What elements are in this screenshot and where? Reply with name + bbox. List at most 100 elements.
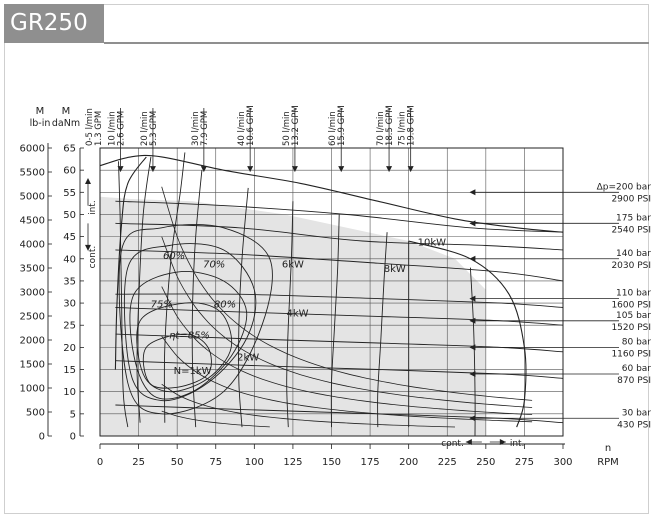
pressure-label-psi: 1160 PSI bbox=[611, 349, 651, 359]
y-tick-label-lbin: 3000 bbox=[20, 288, 45, 299]
y-tick-label-danm: 45 bbox=[63, 232, 76, 243]
y-tick-label-danm: 65 bbox=[63, 144, 76, 155]
y-tick-label-lbin: 3500 bbox=[20, 264, 45, 275]
power-label: 6kW bbox=[282, 260, 304, 271]
efficiency-contour bbox=[118, 224, 273, 415]
efficiency-contour bbox=[123, 243, 257, 402]
x-tick-label: 225 bbox=[438, 457, 457, 468]
efficiency-label: 75% bbox=[151, 300, 173, 311]
y-tick-label-danm: 40 bbox=[63, 254, 76, 265]
plot-border bbox=[99, 147, 564, 437]
power-label: 2kW bbox=[237, 353, 259, 364]
pressure-arrow bbox=[469, 255, 476, 262]
page-title: GR250 bbox=[4, 4, 104, 43]
power-curve bbox=[161, 383, 456, 428]
pressure-label-bar: 60 bar bbox=[622, 364, 652, 374]
flow-label-gpm: 2.6 GPM bbox=[117, 111, 127, 146]
efficiency-label: 60% bbox=[163, 251, 185, 262]
flow-label-lmin: 20 l/min bbox=[140, 111, 150, 146]
pressure-label-psi: 870 PSI bbox=[617, 376, 651, 386]
y-tick-label-lbin: 5500 bbox=[20, 168, 45, 179]
flow-label-lmin: 60 l/min bbox=[328, 111, 338, 146]
x-tick-label: 125 bbox=[283, 457, 302, 468]
grid bbox=[100, 147, 564, 436]
flow-curve bbox=[118, 161, 129, 428]
flow-curve bbox=[330, 214, 340, 428]
power-label: 8kW bbox=[384, 264, 406, 275]
y-tick-label-danm: 15 bbox=[63, 365, 76, 376]
pressure-curve bbox=[115, 293, 564, 308]
region-int-arrow bbox=[85, 178, 91, 185]
y-tick-label-lbin: 2000 bbox=[20, 336, 45, 347]
x-tick-label: 175 bbox=[361, 457, 380, 468]
power-curve bbox=[161, 286, 533, 415]
flow-label-lmin: 0-5 l/min bbox=[85, 108, 95, 146]
y-tick-label-danm: 35 bbox=[63, 276, 76, 287]
region-label-int-top: int. bbox=[88, 200, 98, 215]
axes bbox=[47, 143, 565, 449]
flow-curve bbox=[163, 152, 186, 423]
flow-label-lmin: 50 l/min bbox=[282, 111, 292, 146]
x-tick-label: 300 bbox=[553, 457, 572, 468]
power-curve bbox=[161, 186, 533, 401]
power-label: N=1kW bbox=[174, 366, 212, 377]
pressure-label-bar: 30 bar bbox=[622, 408, 652, 418]
x-tick-label: 100 bbox=[245, 457, 264, 468]
power-curve bbox=[161, 336, 533, 423]
x-tick-label: 200 bbox=[399, 457, 418, 468]
x-tick-label: 250 bbox=[476, 457, 495, 468]
labels: 0 25 50 75 100 125 150 175 200 225 250 275 300051015… bbox=[20, 105, 652, 468]
y-tick-label-danm: 55 bbox=[63, 188, 76, 199]
y-tick-label-danm: 25 bbox=[63, 321, 76, 332]
pressure-label-psi: 2030 PSI bbox=[611, 261, 651, 271]
region-cont-bottom-arrow bbox=[465, 439, 472, 445]
curves bbox=[85, 108, 619, 445]
flow-label-gpm: 10.6 GPM bbox=[246, 105, 256, 146]
flow-label-gpm: 7.9 GPM bbox=[200, 111, 210, 146]
flow-label-gpm: 5.3 GPM bbox=[149, 111, 159, 146]
x-tick-label: 0 bbox=[97, 457, 103, 468]
pressure-label-psi: 1520 PSI bbox=[611, 323, 651, 333]
flow-curve bbox=[286, 201, 294, 428]
envelope-right-curve bbox=[408, 240, 527, 428]
header-rule bbox=[104, 42, 649, 44]
flow-arrow bbox=[407, 166, 414, 173]
y-tick-label-lbin: 6000 bbox=[20, 144, 45, 155]
x-tick-label: 275 bbox=[515, 457, 534, 468]
pressure-arrow bbox=[469, 344, 476, 351]
pressure-label-bar: Δp=200 bar bbox=[597, 182, 652, 192]
pressure-label-bar: 80 bar bbox=[622, 337, 652, 347]
y-tick-label-lbin: 500 bbox=[26, 408, 45, 419]
pressure-label-bar: 110 bar bbox=[616, 289, 651, 299]
y-tick-label-lbin: 4500 bbox=[20, 216, 45, 227]
y-axis-title-danm: M bbox=[62, 106, 71, 117]
pressure-curve bbox=[115, 249, 564, 282]
y-axis-unit-lbin: lb-in bbox=[30, 118, 51, 129]
power-label: 4kW bbox=[287, 308, 309, 319]
power-curve bbox=[161, 236, 533, 408]
flow-label-gpm: 18.5 GPM bbox=[385, 105, 395, 146]
y-tick-label-lbin: 1000 bbox=[20, 384, 45, 395]
envelope-left-curve bbox=[114, 156, 147, 370]
region-label-cont-bottom: cont. bbox=[441, 439, 464, 449]
region-cont-arrow bbox=[85, 244, 91, 251]
pressure-arrow bbox=[469, 415, 476, 422]
pressure-curve bbox=[115, 222, 564, 251]
y-tick-label-lbin: 2500 bbox=[20, 312, 45, 323]
pressure-arrow bbox=[469, 370, 476, 377]
power-curve bbox=[161, 410, 270, 428]
pressure-label-bar: 105 bar bbox=[616, 311, 651, 321]
flow-arrow bbox=[386, 166, 393, 173]
flow-label-lmin: 10 l/min bbox=[108, 111, 118, 146]
x-axis-title-n: n bbox=[605, 443, 611, 454]
y-tick-label-danm: 60 bbox=[63, 166, 76, 177]
efficiency-label: 70% bbox=[203, 260, 225, 271]
flow-arrow bbox=[291, 166, 298, 173]
flow-label-lmin: 40 l/min bbox=[237, 111, 247, 146]
y-tick-label-danm: 30 bbox=[63, 299, 76, 310]
flow-arrow bbox=[200, 166, 207, 173]
pressure-label-bar: 175 bar bbox=[616, 213, 651, 223]
y-tick-label-lbin: 4000 bbox=[20, 240, 45, 251]
pressure-arrow bbox=[469, 317, 476, 324]
